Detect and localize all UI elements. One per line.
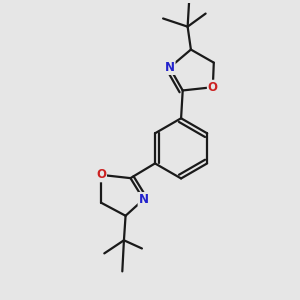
Text: N: N [165, 61, 175, 74]
Text: O: O [96, 168, 106, 182]
Text: O: O [208, 81, 218, 94]
Text: N: N [139, 193, 148, 206]
